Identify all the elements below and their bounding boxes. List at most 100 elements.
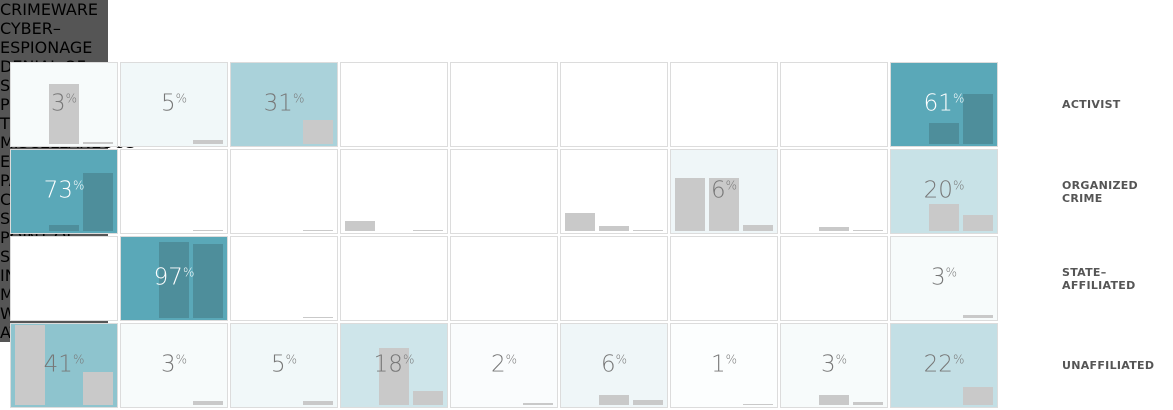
value-unit: % <box>615 352 628 367</box>
value-unit: % <box>835 352 848 367</box>
cell-value: 3% <box>11 90 117 116</box>
value-unit: % <box>182 265 195 280</box>
mini-bar <box>963 94 993 144</box>
cell <box>560 236 668 321</box>
cell: 3% <box>120 323 228 408</box>
mini-bar <box>599 226 629 231</box>
mini-bar <box>929 203 959 231</box>
value-unit: % <box>292 91 305 106</box>
cell: 6% <box>560 323 668 408</box>
cell: 1% <box>670 323 778 408</box>
cell <box>340 149 448 234</box>
value-number: 97 <box>153 264 183 291</box>
value-number: 5 <box>160 90 176 117</box>
cell: 5% <box>120 62 228 147</box>
column-header: CRIMEWARE <box>0 0 108 19</box>
value-number: 3 <box>50 90 66 117</box>
cell-value: 2% <box>451 351 557 377</box>
value-number: 2 <box>490 351 506 378</box>
value-number: 18 <box>373 351 403 378</box>
cell-value: 6% <box>561 351 667 377</box>
cell <box>10 236 118 321</box>
mini-bar <box>193 243 223 318</box>
value-number: 5 <box>270 351 286 378</box>
value-unit: % <box>952 352 965 367</box>
cell: 2% <box>450 323 558 408</box>
cell <box>450 149 558 234</box>
mini-bar <box>963 386 993 405</box>
value-unit: % <box>952 178 965 193</box>
mini-bar <box>15 325 45 405</box>
cell-value: 20% <box>891 177 997 203</box>
cell-value: 3% <box>781 351 887 377</box>
cell <box>670 62 778 147</box>
value-unit: % <box>725 178 738 193</box>
mini-bar <box>743 225 773 231</box>
cell-value: 3% <box>891 264 997 290</box>
cell-value: 22% <box>891 351 997 377</box>
value-number: 3 <box>820 351 836 378</box>
value-unit: % <box>72 352 85 367</box>
cell-value: 6% <box>671 177 777 203</box>
mini-bar <box>345 221 375 231</box>
cell <box>780 62 888 147</box>
mini-bar <box>853 230 883 231</box>
cell <box>780 236 888 321</box>
cell <box>120 149 228 234</box>
row-label-line: CRIME <box>1062 191 1103 205</box>
value-unit: % <box>725 352 738 367</box>
mini-bar <box>49 84 79 144</box>
mini-bar <box>413 230 443 231</box>
value-number: 3 <box>930 264 946 291</box>
cell-value: 1% <box>671 351 777 377</box>
cell: 97% <box>120 236 228 321</box>
cell <box>560 62 668 147</box>
cell-value: 5% <box>121 90 227 116</box>
value-unit: % <box>285 352 298 367</box>
value-number: 6 <box>710 177 726 204</box>
mini-bar <box>929 123 959 144</box>
cell: 22% <box>890 323 998 408</box>
cell <box>230 236 338 321</box>
row-label-line: STATE– <box>1062 265 1107 279</box>
mini-bar <box>633 230 663 231</box>
value-unit: % <box>175 91 188 106</box>
mini-bar <box>743 404 773 405</box>
mini-bar <box>83 141 113 144</box>
value-number: 22 <box>923 351 953 378</box>
value-unit: % <box>72 178 85 193</box>
mini-bar <box>193 230 223 231</box>
cell-value: 3% <box>121 351 227 377</box>
mini-bar <box>193 401 223 405</box>
cell <box>450 62 558 147</box>
mini-bar <box>709 178 739 231</box>
value-number: 1 <box>710 351 726 378</box>
cell <box>560 149 668 234</box>
mini-bar <box>963 314 993 318</box>
cell-value: 31% <box>231 90 337 116</box>
value-unit: % <box>945 265 958 280</box>
value-number: 61 <box>923 90 953 117</box>
cell: 6% <box>670 149 778 234</box>
column-header: CYBER– ESPIONAGE <box>0 19 108 57</box>
value-number: 73 <box>43 177 73 204</box>
cell: 41% <box>10 323 118 408</box>
mini-bar <box>853 401 883 405</box>
cell: 73% <box>10 149 118 234</box>
cell-value: 97% <box>121 264 227 290</box>
mini-bar <box>49 224 79 231</box>
value-number: 6 <box>600 351 616 378</box>
value-number: 20 <box>923 177 953 204</box>
value-unit: % <box>65 91 78 106</box>
row-label: ACTIVIST <box>1062 62 1121 147</box>
cell <box>340 62 448 147</box>
cell <box>230 149 338 234</box>
mini-bar <box>413 390 443 405</box>
value-unit: % <box>175 352 188 367</box>
cell: 3% <box>10 62 118 147</box>
cell: 18% <box>340 323 448 408</box>
value-number: 41 <box>43 351 73 378</box>
mini-bar <box>819 395 849 405</box>
row-label-line: AFFILIATED <box>1062 278 1136 292</box>
